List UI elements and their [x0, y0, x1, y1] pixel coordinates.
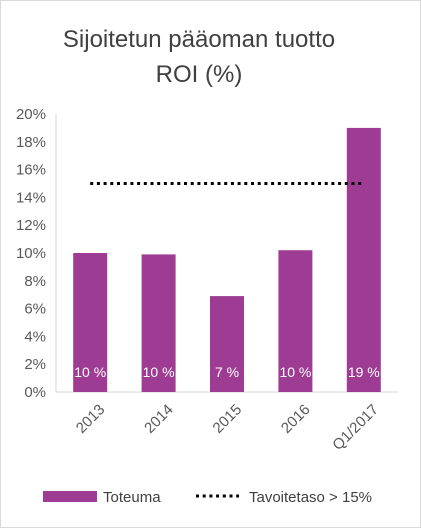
bar-2014 [141, 254, 176, 392]
legend-swatch-toteuma [43, 491, 97, 502]
x-tick-label: Q1/2017 [329, 401, 382, 454]
y-tick-label: 4% [24, 328, 46, 345]
y-tick-label: 16% [16, 162, 46, 179]
legend-label-toteuma: Toteuma [103, 489, 161, 506]
y-tick-label: 6% [24, 301, 46, 318]
bar-q1-2017 [346, 127, 381, 393]
x-tick-label: 2015 [210, 401, 246, 437]
x-tick-label: 2013 [73, 401, 109, 437]
chart-title-line2: ROI (%) [156, 61, 243, 88]
y-tick-label: 0% [24, 384, 46, 401]
legend: Toteuma Tavoitetaso > 15% [43, 489, 372, 506]
x-axis-ticks: 2013 2014 2015 2016 Q1/2017 [73, 401, 382, 454]
bars-group: 10 % 10 % 7 % 10 % 19 % [73, 127, 381, 393]
x-tick-label: 2014 [141, 401, 177, 437]
y-tick-label: 20% [16, 106, 46, 123]
y-tick-label: 12% [16, 217, 46, 234]
x-tick-label: 2016 [278, 401, 314, 437]
bar-data-label: 19 % [348, 364, 380, 380]
bar-data-label: 10 % [279, 364, 311, 380]
y-tick-label: 2% [24, 356, 46, 373]
bar-data-label: 7 % [215, 364, 239, 380]
y-tick-label: 8% [24, 273, 46, 290]
y-tick-label: 14% [16, 189, 46, 206]
chart-title-line1: Sijoitetun pääoman tuotto [63, 26, 335, 53]
bar-2013 [73, 253, 108, 392]
bar-2015 [210, 296, 244, 392]
bar-2016 [278, 250, 313, 392]
bar-data-label: 10 % [143, 364, 175, 380]
y-tick-label: 10% [16, 245, 46, 262]
legend-label-target: Tavoitetaso > 15% [249, 489, 372, 506]
bar-data-label: 10 % [74, 364, 106, 380]
y-tick-label: 18% [16, 134, 46, 151]
y-axis-ticks: 0% 2% 4% 6% 8% 10% 12% 14% 16% 18% 20% [16, 106, 46, 401]
